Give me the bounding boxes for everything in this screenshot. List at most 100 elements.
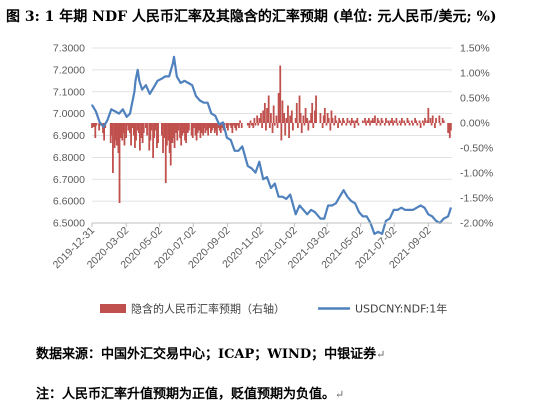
bar	[449, 123, 452, 131]
bar	[219, 123, 222, 133]
left-tick-label: 6.6000	[53, 196, 85, 208]
line-point	[176, 75, 178, 78]
line-point	[129, 113, 131, 115]
bar	[275, 115, 278, 123]
bar	[240, 123, 243, 128]
bar	[208, 123, 211, 128]
bar	[192, 123, 195, 128]
line-point	[298, 204, 301, 207]
bar	[276, 123, 279, 128]
line-point	[258, 161, 260, 163]
bar	[117, 123, 120, 153]
bar	[92, 123, 95, 127]
legend-label-line: USDCNY:NDF:1年	[355, 302, 447, 316]
bar	[277, 93, 280, 123]
line-point	[342, 189, 345, 191]
bar	[283, 113, 286, 123]
bar	[329, 123, 332, 131]
bar	[91, 123, 93, 128]
bar	[138, 123, 141, 151]
bar	[434, 123, 436, 128]
bar	[234, 123, 237, 128]
bar	[372, 120, 375, 123]
line-point	[450, 207, 452, 209]
line-point	[195, 95, 197, 97]
bar	[239, 120, 241, 123]
figure-title: 图 3: 1 年期 NDF 人民币汇率及其隐含的汇率预期 (单位: 元人民币/美…	[6, 9, 497, 25]
line-point	[183, 80, 186, 82]
bar	[206, 123, 208, 131]
bar	[352, 120, 355, 123]
bar	[416, 123, 419, 126]
bar	[114, 123, 117, 141]
bar	[392, 123, 395, 126]
line-point	[180, 82, 182, 84]
bar	[209, 123, 212, 133]
bar	[300, 123, 303, 133]
bar	[131, 123, 134, 128]
bar	[168, 123, 171, 153]
bar	[326, 113, 329, 123]
bar	[287, 105, 289, 123]
bar	[306, 118, 309, 123]
bar	[323, 108, 326, 123]
bar	[266, 108, 268, 123]
bar	[183, 123, 185, 133]
bar	[202, 123, 205, 136]
bar	[381, 120, 384, 123]
line-point	[122, 108, 124, 110]
bar	[204, 123, 207, 133]
bar	[122, 123, 125, 133]
line-point	[327, 204, 329, 207]
bar	[341, 123, 343, 126]
bar	[248, 123, 251, 128]
bar	[415, 120, 418, 123]
bar	[303, 123, 306, 126]
bar	[441, 118, 444, 123]
bar	[406, 118, 409, 123]
bar	[190, 123, 193, 136]
bar	[136, 123, 139, 131]
bar	[398, 120, 401, 123]
bar	[342, 118, 344, 123]
line-point	[191, 84, 193, 86]
x-axis: 2019-12-312020-03-022020-05-022020-07-02…	[51, 222, 452, 271]
right-tick-label: -2.00%	[460, 218, 493, 230]
bar	[375, 123, 378, 126]
bar	[322, 115, 325, 123]
bar	[171, 123, 174, 143]
line-point	[319, 218, 322, 220]
line-point	[95, 110, 97, 113]
bar	[163, 123, 166, 138]
figure-note: 注：人民币汇率升值预期为正值，贬值预期为负值。↵	[36, 387, 345, 402]
bar	[299, 113, 302, 123]
bar	[254, 123, 257, 126]
bar	[212, 123, 215, 128]
legend-label-bar: 隐含的人民币汇率预期（右轴）	[131, 302, 285, 316]
line-point	[241, 145, 243, 148]
bar	[421, 120, 424, 123]
bar	[191, 123, 194, 138]
bar-series	[91, 65, 452, 203]
bar	[315, 95, 317, 123]
return-mark: ↵	[335, 388, 345, 401]
bar	[211, 123, 213, 131]
bar	[268, 123, 271, 128]
bar	[238, 123, 240, 128]
bar	[348, 120, 351, 123]
left-tick-label: 7.3000	[53, 43, 85, 55]
bar	[448, 123, 451, 138]
bar	[380, 118, 383, 123]
bar	[195, 123, 198, 141]
bar	[135, 123, 137, 141]
line-point	[173, 56, 175, 58]
return-mark: ↵	[376, 348, 386, 361]
line-point	[106, 119, 109, 121]
bar	[401, 118, 403, 123]
bar	[447, 123, 450, 133]
bar	[263, 103, 266, 123]
bar	[314, 110, 316, 123]
line-point	[393, 209, 395, 211]
line-point	[412, 209, 414, 211]
line-point	[161, 78, 163, 80]
